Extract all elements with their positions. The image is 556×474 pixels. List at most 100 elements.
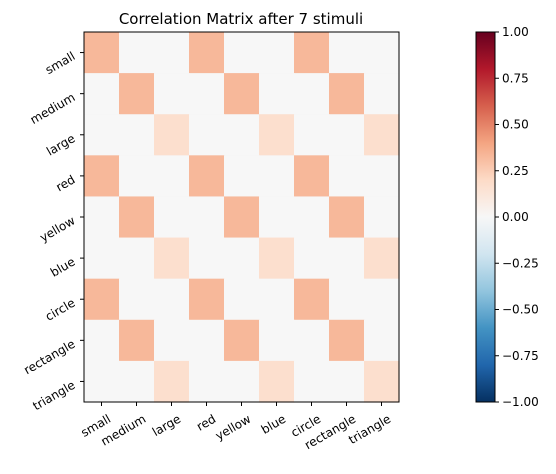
y-tick-label-circle: circle: [43, 296, 78, 324]
heatmap-cell-circle-rectangle: [329, 278, 365, 321]
heatmap-cell-medium-red: [189, 73, 225, 115]
colorbar-tick-label: −1.00: [502, 395, 539, 409]
heatmap-cell-small-rectangle: [329, 32, 365, 74]
y-tick-label-rectangle: rectangle: [21, 337, 77, 377]
colorbar-tick-label: 0.00: [502, 210, 529, 224]
x-tick-label-yellow: yellow: [213, 412, 253, 443]
heatmap-cell-rectangle-triangle: [364, 319, 400, 362]
heatmap-cell-yellow-rectangle: [329, 196, 365, 239]
heatmap-cell-large-rectangle: [329, 114, 365, 156]
heatmap-cell-red-blue: [259, 155, 295, 198]
colorbar-tick-label: −0.25: [502, 256, 539, 270]
heatmap-cell-red-medium: [119, 155, 155, 198]
heatmap-cell-medium-blue: [259, 73, 295, 115]
heatmap-cell-rectangle-rectangle: [329, 319, 365, 362]
heatmap-cell-triangle-rectangle: [329, 360, 365, 403]
heatmap-cell-small-blue: [259, 32, 295, 74]
heatmap-cell-medium-small: [84, 73, 120, 115]
heatmap-cell-medium-medium: [119, 73, 155, 115]
heatmap-cell-small-large: [154, 32, 190, 74]
heatmap-cell-small-small: [84, 32, 120, 74]
heatmap-cell-rectangle-large: [154, 319, 190, 362]
heatmap-cell-large-blue: [259, 114, 295, 156]
x-tick-label-blue: blue: [259, 412, 288, 437]
heatmap-cell-rectangle-red: [189, 319, 225, 362]
y-tick-label-yellow: yellow: [37, 213, 77, 244]
heatmap-cell-rectangle-small: [84, 319, 120, 362]
heatmap-cell-small-triangle: [364, 32, 400, 74]
heatmap-cell-rectangle-yellow: [224, 319, 260, 362]
colorbar-tick-label: −0.50: [502, 303, 539, 317]
heatmap-cell-large-yellow: [224, 114, 260, 156]
y-tick-label-triangle: triangle: [30, 378, 77, 413]
heatmap-cell-red-rectangle: [329, 155, 365, 198]
heatmap-cell-rectangle-medium: [119, 319, 155, 362]
heatmap-cell-yellow-blue: [259, 196, 295, 239]
heatmap-cell-yellow-small: [84, 196, 120, 239]
heatmap-cell-red-large: [154, 155, 190, 198]
heatmap-cell-blue-rectangle: [329, 237, 365, 280]
heatmap-cell-large-red: [189, 114, 225, 156]
heatmap-cell-blue-circle: [294, 237, 330, 280]
y-tick-label-large: large: [44, 131, 77, 158]
heatmap-cell-red-yellow: [224, 155, 260, 198]
heatmap-cell-blue-small: [84, 237, 120, 280]
y-tick-label-small: small: [43, 49, 78, 77]
heatmap-cell-circle-red: [189, 278, 225, 321]
colorbar-tick-label: 0.75: [502, 71, 529, 85]
heatmap-cell-yellow-triangle: [364, 196, 400, 239]
heatmap-cell-rectangle-blue: [259, 319, 295, 362]
heatmap-cell-medium-rectangle: [329, 73, 365, 115]
heatmap-cell-blue-yellow: [224, 237, 260, 280]
heatmap-cell-triangle-large: [154, 360, 190, 403]
heatmap-cell-large-circle: [294, 114, 330, 156]
heatmap-cell-medium-circle: [294, 73, 330, 115]
heatmap-cell-circle-small: [84, 278, 120, 321]
heatmap-cell-triangle-circle: [294, 360, 330, 403]
heatmap-cell-triangle-red: [189, 360, 225, 403]
heatmap-cell-yellow-red: [189, 196, 225, 239]
heatmap-cell-yellow-large: [154, 196, 190, 239]
heatmap-cell-red-triangle: [364, 155, 400, 198]
heatmap-cell-rectangle-circle: [294, 319, 330, 362]
heatmap-cell-small-medium: [119, 32, 155, 74]
y-tick-label-medium: medium: [28, 90, 78, 127]
heatmap-cell-blue-triangle: [364, 237, 400, 280]
heatmap-cell-small-yellow: [224, 32, 260, 74]
heatmap-cell-circle-blue: [259, 278, 295, 321]
heatmap-cell-circle-circle: [294, 278, 330, 321]
heatmap-cell-triangle-blue: [259, 360, 295, 403]
heatmap-cell-red-red: [189, 155, 225, 198]
heatmap-cell-large-medium: [119, 114, 155, 156]
heatmap-cell-triangle-medium: [119, 360, 155, 403]
colorbar-tick-label: 1.00: [502, 25, 529, 39]
colorbar-tick-label: 0.50: [502, 118, 529, 132]
heatmap-cell-triangle-small: [84, 360, 120, 403]
heatmap-cell-blue-large: [154, 237, 190, 280]
heatmap-cell-yellow-circle: [294, 196, 330, 239]
heatmap-cell-blue-red: [189, 237, 225, 280]
heatmap-cell-red-circle: [294, 155, 330, 198]
colorbar-tick-label: 0.25: [502, 164, 529, 178]
y-tick-label-blue: blue: [48, 255, 77, 280]
heatmap-cell-small-red: [189, 32, 225, 74]
heatmap-cell-large-large: [154, 114, 190, 156]
heatmap-cell-blue-medium: [119, 237, 155, 280]
colorbar: [475, 31, 496, 403]
heatmap-cell-medium-triangle: [364, 73, 400, 115]
heatmap-cell-yellow-medium: [119, 196, 155, 239]
heatmap-cell-medium-yellow: [224, 73, 260, 115]
colorbar-tick-label: −0.75: [502, 349, 539, 363]
heatmap-cell-large-triangle: [364, 114, 400, 156]
heatmap-cell-yellow-yellow: [224, 196, 260, 239]
heatmap-cell-circle-medium: [119, 278, 155, 321]
heatmap-cell-small-circle: [294, 32, 330, 74]
heatmap-cell-triangle-yellow: [224, 360, 260, 403]
x-tick-label-large: large: [150, 412, 183, 439]
chart-title: Correlation Matrix after 7 stimuli: [119, 10, 363, 28]
heatmap-cell-circle-triangle: [364, 278, 400, 321]
heatmap-cell-medium-large: [154, 73, 190, 115]
heatmap-cell-large-small: [84, 114, 120, 156]
heatmap-cell-triangle-triangle: [364, 360, 400, 403]
